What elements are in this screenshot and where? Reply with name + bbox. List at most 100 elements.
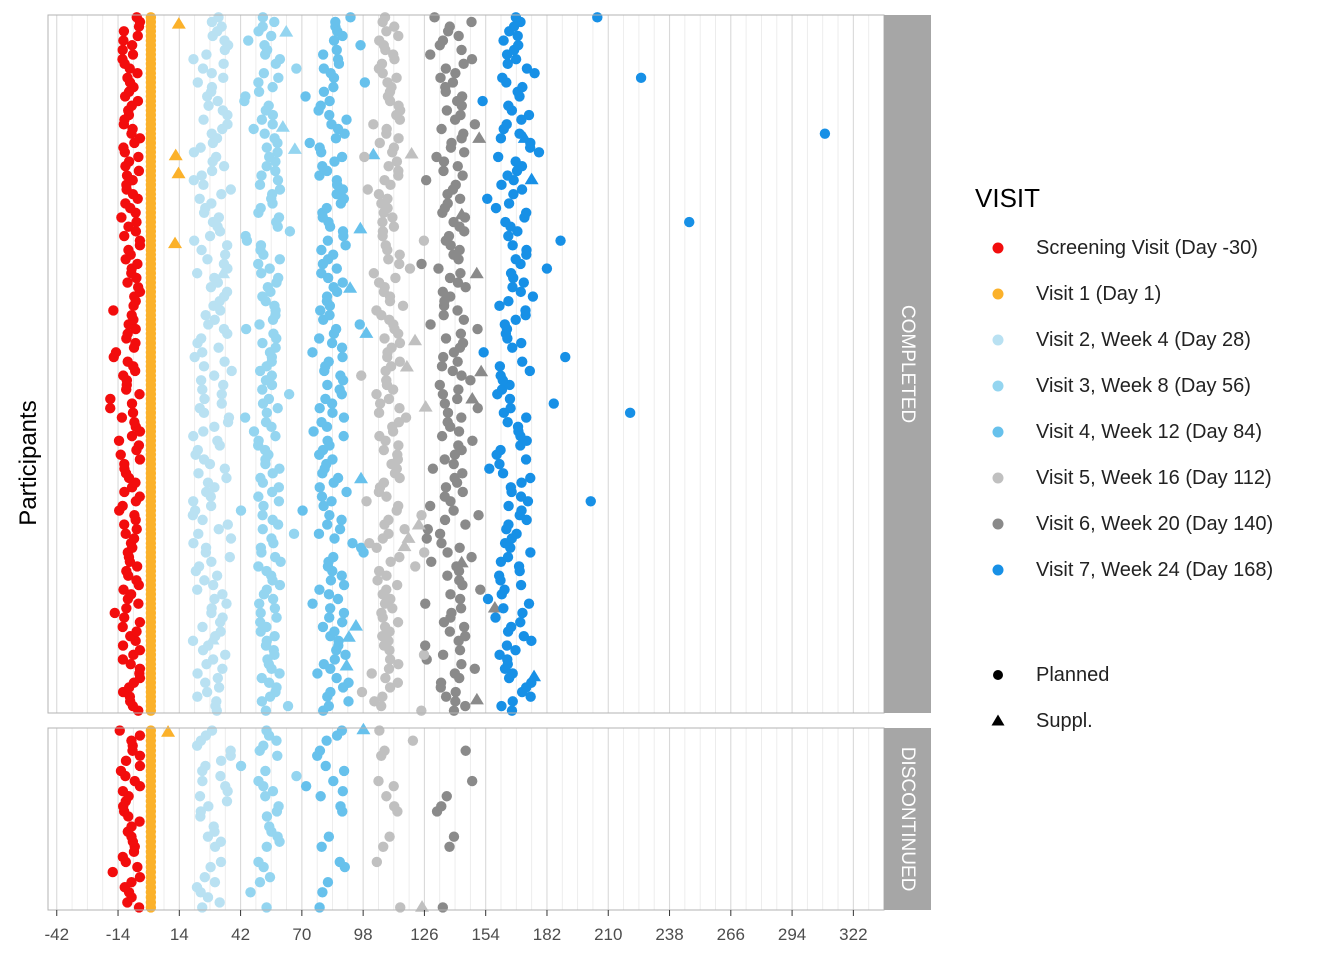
planned-visit-point (117, 54, 128, 65)
legend-key (992, 334, 1004, 346)
planned-visit-point (418, 235, 430, 246)
planned-visit-point (213, 682, 225, 693)
planned-visit-point (515, 491, 527, 502)
planned-visit-point (315, 791, 326, 802)
y-axis-title: Participants (15, 400, 42, 525)
planned-visit-point (466, 551, 477, 563)
planned-visit-point (503, 100, 514, 111)
planned-visit-point (379, 621, 391, 633)
planned-visit-point (271, 612, 282, 623)
planned-visit-point (437, 649, 449, 661)
planned-visit-point (517, 607, 528, 619)
planned-visit-point (433, 263, 444, 274)
planned-visit-point (188, 430, 199, 442)
planned-visit-point (338, 607, 350, 619)
planned-visit-point (261, 407, 273, 419)
suppl-visit-point (517, 131, 532, 143)
planned-visit-point (207, 654, 219, 665)
planned-visit-point (466, 54, 478, 65)
planned-visit-point (440, 482, 452, 493)
planned-visit-point (318, 86, 330, 97)
planned-visit-point (374, 430, 385, 442)
planned-visit-point (448, 705, 460, 716)
planned-visit-point (117, 500, 128, 512)
planned-visit-point (356, 686, 368, 698)
planned-visit-point (261, 841, 272, 853)
suppl-visit-point (411, 517, 426, 530)
x-tick-label: -42 (44, 925, 69, 944)
planned-visit-point (442, 407, 454, 419)
planned-visit-point (255, 617, 266, 628)
planned-visit-point (497, 72, 508, 84)
planned-visit-point (193, 528, 204, 540)
planned-visit-point (223, 412, 235, 423)
planned-visit-point (197, 621, 208, 633)
planned-visit-point (119, 486, 130, 498)
suppl-visit-point (474, 364, 489, 377)
planned-visit-point (218, 161, 230, 172)
suppl-visit-point (354, 471, 369, 484)
planned-visit-point (197, 775, 208, 787)
planned-visit-point (205, 500, 217, 512)
planned-visit-point (388, 780, 399, 792)
planned-visit-point (263, 151, 275, 163)
planned-visit-point (269, 551, 281, 563)
planned-visit-point (390, 272, 401, 284)
planned-visit-point (377, 226, 389, 237)
planned-visit-point (198, 361, 210, 372)
planned-visit-point (198, 426, 209, 437)
planned-visit-point (393, 133, 404, 144)
planned-visit-point (107, 866, 118, 878)
planned-visit-point (499, 319, 511, 330)
planned-visit-point (385, 556, 396, 567)
planned-visit-point (454, 593, 466, 605)
planned-visit-point (188, 54, 199, 65)
planned-visit-point (206, 556, 217, 567)
planned-visit-point (213, 523, 224, 535)
planned-visit-point (192, 668, 203, 679)
planned-visit-point (374, 725, 385, 736)
planned-visit-point (381, 791, 392, 802)
planned-visit-point (240, 91, 251, 102)
planned-visit-point (203, 801, 214, 812)
planned-visit-point (266, 188, 278, 200)
planned-visit-point (320, 393, 331, 405)
planned-visit-point (336, 151, 348, 163)
planned-visit-point (354, 319, 365, 330)
planned-visit-point (217, 612, 228, 623)
planned-visit-point (473, 510, 484, 521)
planned-visit-point (337, 351, 348, 363)
planned-visit-point (378, 444, 390, 456)
planned-visit-point (466, 775, 478, 787)
legend-label: Screening Visit (Day -30) (1036, 237, 1258, 259)
planned-visit-point (512, 30, 523, 42)
planned-visit-point (192, 444, 204, 456)
planned-visit-point (452, 305, 463, 316)
planned-visit-point (517, 81, 528, 93)
x-tick-label: 98 (354, 925, 373, 944)
planned-visit-point (469, 119, 481, 130)
legend-key (992, 518, 1004, 530)
planned-visit-point (261, 142, 272, 153)
planned-visit-point (331, 672, 342, 684)
planned-visit-point (453, 440, 464, 451)
planned-visit-point (383, 514, 394, 526)
suppl-visit-point (472, 131, 487, 143)
planned-visit-point (126, 876, 137, 888)
planned-visit-point (113, 435, 125, 446)
planned-visit-point (507, 240, 518, 251)
planned-visit-point (213, 212, 225, 223)
planned-visit-point (507, 696, 518, 707)
planned-visit-point (215, 626, 226, 637)
planned-visit-point (533, 147, 545, 158)
planned-visit-point (325, 686, 336, 698)
planned-visit-point (255, 607, 266, 619)
planned-visit-point (221, 286, 233, 298)
planned-visit-point (201, 686, 213, 698)
planned-visit-point (341, 486, 352, 498)
facet-strip-label: COMPLETED (897, 305, 918, 423)
planned-visit-point (117, 640, 129, 651)
planned-visit-point (505, 403, 516, 414)
suppl-visit-point (339, 658, 354, 671)
planned-visit-point (379, 745, 390, 756)
